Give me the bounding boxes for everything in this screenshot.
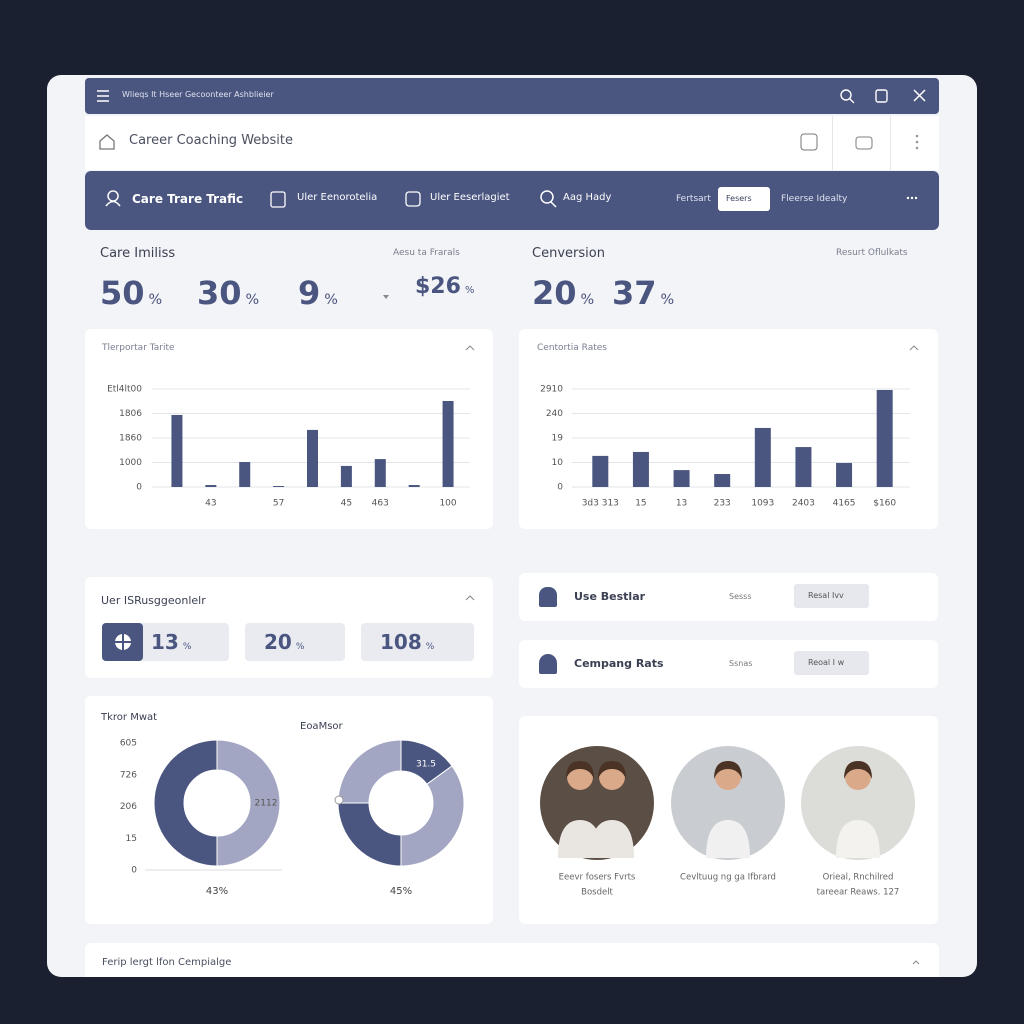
stat-unit: %	[324, 292, 338, 308]
conversion-stat: 37%	[612, 274, 674, 312]
engagement-stat: 13%	[151, 630, 191, 654]
search-icon[interactable]	[840, 89, 855, 104]
list-select[interactable]: Sesss	[729, 592, 752, 601]
nav-link[interactable]: Fleerse Idealty	[781, 194, 848, 204]
overview-stat: 30%	[197, 274, 259, 312]
chart-title: Tlerportar Tarite	[102, 343, 175, 353]
address: Wlieqs It Hseer Gecoonteer Ashblieier	[122, 90, 274, 99]
chart-title: Centortia Rates	[537, 343, 607, 353]
nav-tab[interactable]: Care Trare Trafic	[132, 192, 244, 206]
nav-bar: Fertsart Fesers Fleerse Idealty Care Tra…	[85, 171, 939, 230]
doc-icon[interactable]	[875, 89, 888, 103]
stat-unit: %	[464, 285, 475, 296]
overview-stat: $26%	[415, 274, 474, 299]
stat-value: 20	[264, 630, 292, 654]
print-icon[interactable]	[855, 136, 873, 150]
donut-title: Tkror Mwat	[101, 712, 158, 723]
stat-unit: %	[148, 292, 163, 308]
stat-value: 9	[298, 274, 321, 312]
list-button[interactable]: Resal Ivv	[794, 584, 869, 608]
conversion-title: Cenversion	[532, 246, 605, 261]
site-title: Career Coaching Website	[129, 133, 294, 148]
people-card	[519, 716, 938, 924]
stat-unit: %	[245, 292, 260, 308]
list-icon	[539, 654, 557, 674]
engagement-title: Uer ISRusggeonlelr	[101, 594, 206, 607]
nav-tab[interactable]: Uler Eenorotelia	[297, 192, 378, 203]
list-select[interactable]: Ssnas	[729, 659, 753, 668]
chart-card: Centortia Rates	[519, 329, 938, 529]
engagement-stat: 20%	[264, 630, 304, 654]
conversion-stat: 20%	[532, 274, 594, 312]
stat-unit: %	[425, 642, 435, 652]
stat-unit: %	[580, 292, 595, 308]
title-bar: Wlieqs It Hseer Gecoonteer Ashblieier	[85, 78, 939, 114]
list-icon	[539, 587, 557, 607]
stat-unit: %	[182, 642, 192, 652]
stat-box: 108%	[361, 623, 474, 661]
donut-title: EoaMsor	[300, 721, 343, 732]
list-title: Use Bestlar	[574, 590, 646, 603]
engagement-card: Uer ISRusggeonlelr 13% 20% 108%	[85, 577, 493, 678]
stat-icon	[102, 623, 143, 661]
menu-icon[interactable]	[95, 88, 111, 104]
footer-title: Ferip lergt lfon Cempialge	[102, 957, 232, 968]
divider	[890, 116, 891, 170]
list-card: Cempang Rats Ssnas Reoal I w	[519, 640, 938, 688]
stat-value: $26	[415, 274, 461, 299]
header: Career Coaching Website	[85, 116, 939, 170]
list-button[interactable]: Reoal I w	[794, 651, 869, 675]
overview-title: Care Imiliss	[100, 246, 176, 261]
window-icons	[840, 89, 926, 104]
stat-value: 37	[612, 274, 657, 312]
stat-value: 13	[151, 630, 179, 654]
nav-tab[interactable]: Uler Eeserlagiet	[430, 192, 510, 203]
stat-unit: %	[295, 642, 305, 652]
filter-value: Fesers	[726, 194, 752, 203]
header-icons	[800, 133, 919, 151]
list-title: Cempang Rats	[574, 657, 664, 670]
more-icon[interactable]	[915, 134, 919, 150]
home-icon[interactable]	[98, 133, 116, 151]
share-icon[interactable]	[800, 133, 818, 151]
engagement-stat: 108%	[380, 630, 434, 654]
stat-box: 13%	[102, 623, 229, 661]
stat-value: 50	[100, 274, 145, 312]
overview-control[interactable]: Aesu ta Frarals	[393, 248, 460, 258]
list-card: Use Bestlar Sesss Resal Ivv	[519, 573, 938, 621]
nav-tab[interactable]: Aag Hady	[563, 192, 612, 203]
list-button-label: Reoal I w	[808, 658, 845, 667]
stat-unit: %	[660, 292, 675, 308]
list-button-label: Resal Ivv	[808, 591, 844, 600]
filter-select[interactable]: Fesers	[718, 187, 770, 211]
overview-stat: 9%	[298, 274, 338, 312]
donut-card: Tkror Mwat EoaMsor	[85, 696, 493, 924]
stat-value: 20	[532, 274, 577, 312]
close-icon[interactable]	[913, 89, 926, 102]
divider	[832, 116, 833, 170]
stat-box: 20%	[245, 623, 345, 661]
backdrop	[0, 977, 1024, 1024]
overview-stat: 50%	[100, 274, 162, 312]
stat-value: 108	[380, 630, 422, 654]
filter-label: Fertsart	[676, 194, 711, 204]
stat-value: 30	[197, 274, 242, 312]
nav-icons	[105, 190, 918, 208]
conversion-control[interactable]: Resurt Oflulkats	[836, 248, 908, 258]
chart-card: Tlerportar Tarite	[85, 329, 493, 529]
